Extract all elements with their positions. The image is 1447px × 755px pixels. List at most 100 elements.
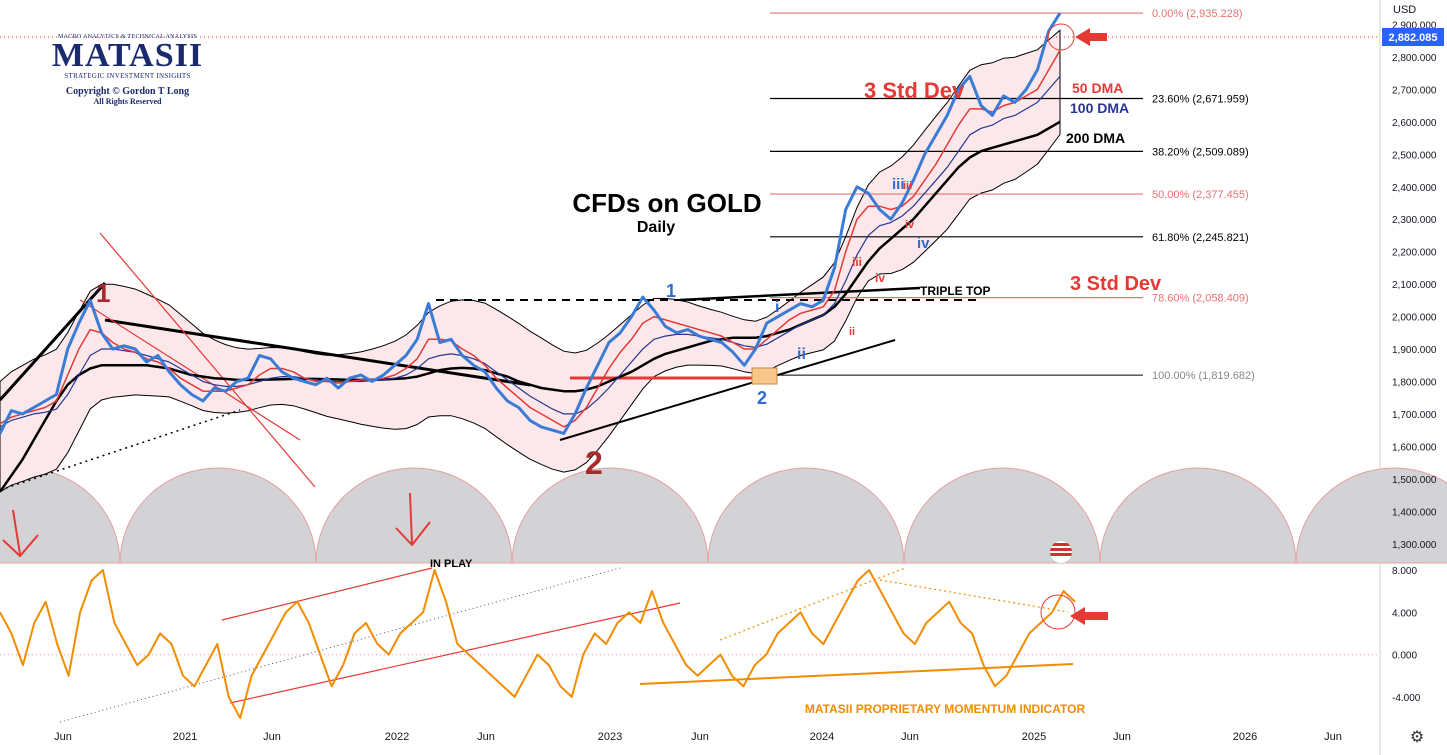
price-series bbox=[0, 12, 1062, 493]
down-arrow-left-icon bbox=[2, 509, 39, 558]
logo-top-text: MACRO ANALYTICS & TECHNICAL ANALYSIS bbox=[58, 34, 197, 40]
series-50-dma bbox=[0, 50, 1061, 428]
fib-label: 61.80% (2,245.821) bbox=[1152, 232, 1249, 244]
us-flag-icon[interactable] bbox=[1049, 540, 1073, 564]
momentum-y-tick-label: 0.000 bbox=[1392, 651, 1417, 662]
fib-label: 38.20% (2,509.089) bbox=[1152, 146, 1249, 158]
fibonacci-levels: 0.00% (2,935.228) 23.60% (2,671.959) 38.20… bbox=[770, 8, 1255, 382]
bollinger-bands bbox=[0, 29, 1061, 493]
last-price-label: 2,882.085 bbox=[1389, 32, 1438, 44]
momentum-highlight-circle bbox=[1040, 594, 1076, 630]
y-tick-label: 1,600.000 bbox=[1392, 442, 1437, 453]
bollinger-fill bbox=[0, 29, 1061, 493]
cycle-arc bbox=[707, 467, 905, 564]
momentum-trend-line bbox=[59, 567, 621, 723]
x-tick-label: 2021 bbox=[173, 731, 197, 743]
series-100-dma bbox=[0, 76, 1061, 428]
price-highlight-circle bbox=[1047, 23, 1075, 51]
momentum-trend-line bbox=[719, 567, 906, 641]
logo-copyright: Copyright © Gordon T Long bbox=[65, 86, 190, 97]
trend-line bbox=[104, 318, 531, 387]
x-tick-label: 2026 bbox=[1233, 731, 1257, 743]
momentum-trend-line bbox=[879, 579, 1069, 613]
x-tick-label: Jun bbox=[901, 731, 919, 743]
trend-line bbox=[0, 409, 241, 491]
cycle-arc bbox=[1099, 467, 1297, 564]
logo-rights: All Rights Reserved bbox=[93, 97, 162, 106]
x-tick-label: 2024 bbox=[810, 731, 834, 743]
gear-icon[interactable]: ⚙ bbox=[1409, 729, 1425, 746]
momentum-label: MATASII PROPRIETARY MOMENTUM INDICATOR bbox=[805, 702, 1086, 716]
last-price-badge bbox=[1382, 28, 1444, 46]
triple-top-label: TRIPLE TOP bbox=[920, 284, 990, 298]
wave-2-label: 2 bbox=[585, 445, 603, 481]
y-axis-panel bbox=[1380, 0, 1447, 755]
series-200-dma bbox=[0, 120, 1061, 493]
y-tick-label: 1,500.000 bbox=[1392, 475, 1437, 486]
momentum-series bbox=[0, 569, 1076, 719]
logo-name: MATASII bbox=[51, 37, 204, 74]
momentum-y-tick-label: -4.000 bbox=[1392, 693, 1421, 704]
wave-iii-red-label: iii bbox=[852, 255, 862, 269]
chart-subtitle: Daily bbox=[637, 219, 675, 236]
x-tick-label: 2025 bbox=[1022, 731, 1046, 743]
fib-label: 100.00% (1,819.682) bbox=[1152, 370, 1255, 382]
y-tick-label: 2,400.000 bbox=[1392, 183, 1437, 194]
y-tick-label: 1,900.000 bbox=[1392, 345, 1437, 356]
time-x-axis: Jun 2021 Jun 2022 Jun 2023 Jun 2024 Jun 2025 Jun 20… bbox=[54, 731, 1342, 743]
momentum-panel bbox=[0, 567, 1380, 723]
cycle-arcs bbox=[0, 467, 1447, 564]
y-tick-label: 1,700.000 bbox=[1392, 410, 1437, 421]
dma200-label: 200 DMA bbox=[1066, 130, 1125, 146]
cycle-arc bbox=[119, 467, 317, 564]
price-y-axis: 2,900.000 2,800.000 2,700.000 2,600.000 2,50… bbox=[1392, 20, 1437, 550]
x-tick-label: Jun bbox=[263, 731, 281, 743]
wave-1-label: 1 bbox=[96, 278, 110, 308]
cycle-arc bbox=[1295, 467, 1447, 564]
trend-line bbox=[79, 299, 301, 441]
std-dev-top-label: 3 Std Dev bbox=[864, 78, 965, 103]
fib-label: 50.00% (2,377.455) bbox=[1152, 189, 1249, 201]
x-tick-label: 2023 bbox=[598, 731, 622, 743]
currency-selector[interactable]: USD bbox=[1393, 4, 1417, 16]
momentum-arrow-icon bbox=[1070, 607, 1108, 625]
y-tick-label: 2,700.000 bbox=[1392, 85, 1437, 96]
fib-label: 78.60% (2,058.409) bbox=[1152, 293, 1249, 305]
fib-label: 0.00% (2,935.228) bbox=[1152, 8, 1243, 20]
matasii-logo: MACRO ANALYTICS & TECHNICAL ANALYSIS MAT… bbox=[40, 34, 215, 110]
x-tick-label: Jun bbox=[54, 731, 72, 743]
trend-line bbox=[99, 232, 316, 488]
y-tick-label: 1,300.000 bbox=[1392, 540, 1437, 551]
x-tick-label: Jun bbox=[691, 731, 709, 743]
logo-sub-text: STRATEGIC INVESTMENT INSIGHTS bbox=[64, 72, 191, 80]
momentum-y-tick-label: 8.000 bbox=[1392, 566, 1417, 577]
price-arrow-icon bbox=[1075, 28, 1107, 46]
support-box bbox=[751, 367, 778, 385]
y-tick-label: 1,400.000 bbox=[1392, 507, 1437, 518]
wave-iv-label: iv bbox=[917, 235, 930, 252]
dma100-label: 100 DMA bbox=[1070, 100, 1129, 116]
cycle-arc bbox=[903, 467, 1101, 564]
y-tick-label: 2,500.000 bbox=[1392, 150, 1437, 161]
std-dev-bottom-label: 3 Std Dev bbox=[1070, 273, 1162, 295]
y-tick-label: 2,600.000 bbox=[1392, 118, 1437, 129]
in-play-label: IN PLAY bbox=[430, 558, 473, 570]
wave-iv-red-label: iv bbox=[875, 271, 885, 285]
y-tick-label: 2,800.000 bbox=[1392, 53, 1437, 64]
wave-ii-label: ii bbox=[797, 346, 806, 363]
fib-label: 23.60% (2,671.959) bbox=[1152, 93, 1249, 105]
momentum-trend-line bbox=[639, 663, 1074, 685]
chart-title: CFDs on GOLD bbox=[572, 188, 761, 218]
trend-line bbox=[679, 286, 921, 302]
y-tick-label: 2,100.000 bbox=[1392, 280, 1437, 291]
momentum-y-tick-label: 4.000 bbox=[1392, 608, 1417, 619]
momentum-trend-line bbox=[221, 567, 433, 621]
wave-iii-label: iii bbox=[892, 176, 905, 193]
wave-i-label: i bbox=[775, 299, 779, 316]
wave-iii-small-label: iii bbox=[903, 180, 912, 192]
y-tick-label: 2,200.000 bbox=[1392, 248, 1437, 259]
dma50-label: 50 DMA bbox=[1072, 80, 1123, 96]
x-tick-label: 2022 bbox=[385, 731, 409, 743]
momentum-y-axis: 8.000 4.000 0.000 -4.000 bbox=[1392, 566, 1421, 704]
cycle-arc bbox=[511, 467, 709, 564]
